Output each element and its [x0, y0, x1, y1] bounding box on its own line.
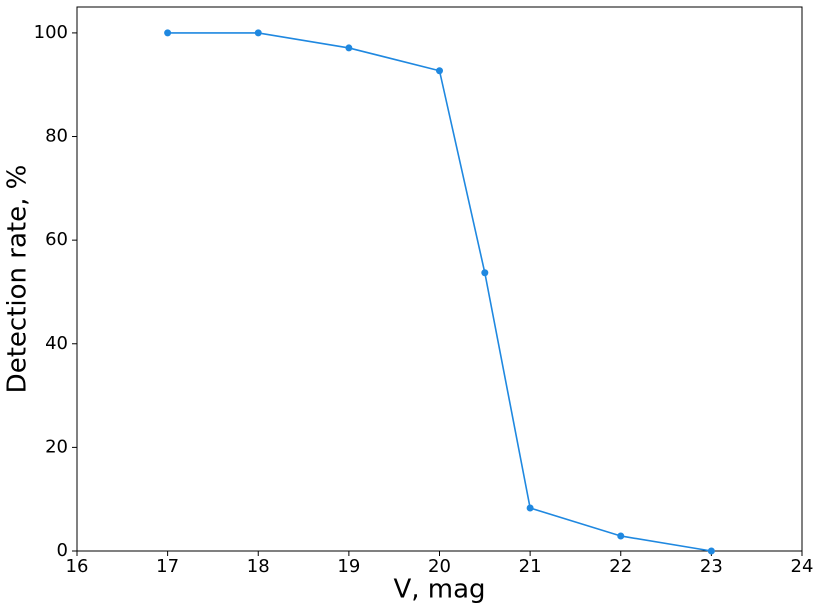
plot-frame	[76, 6, 803, 552]
x-tick-label: 17	[156, 556, 179, 577]
data-point	[617, 532, 625, 540]
data-line	[167, 32, 712, 552]
y-tick-label: 100	[34, 22, 68, 43]
y-tick-label: 40	[45, 333, 68, 354]
x-tick-label: 20	[428, 556, 451, 577]
x-tick-label: 19	[337, 556, 360, 577]
data-point	[707, 547, 715, 555]
y-tick-label: 0	[57, 540, 68, 561]
x-axis-label: V, mag	[393, 575, 485, 605]
x-tick-label: 23	[700, 556, 723, 577]
data-point	[164, 29, 172, 37]
x-tick-label: 21	[519, 556, 542, 577]
x-tick-label: 24	[791, 556, 814, 577]
data-point	[481, 269, 489, 277]
x-tick-label: 22	[609, 556, 632, 577]
data-point	[526, 504, 534, 512]
data-point	[254, 29, 262, 37]
y-axis-label: Detection rate, %	[3, 165, 33, 394]
data-point	[436, 67, 443, 75]
x-tick-label: 18	[247, 556, 270, 577]
y-tick-label: 80	[45, 126, 68, 147]
y-tick-label: 60	[45, 229, 68, 250]
y-tick-label: 20	[45, 436, 68, 457]
data-point	[345, 44, 353, 52]
x-tick-label: 16	[66, 556, 89, 577]
